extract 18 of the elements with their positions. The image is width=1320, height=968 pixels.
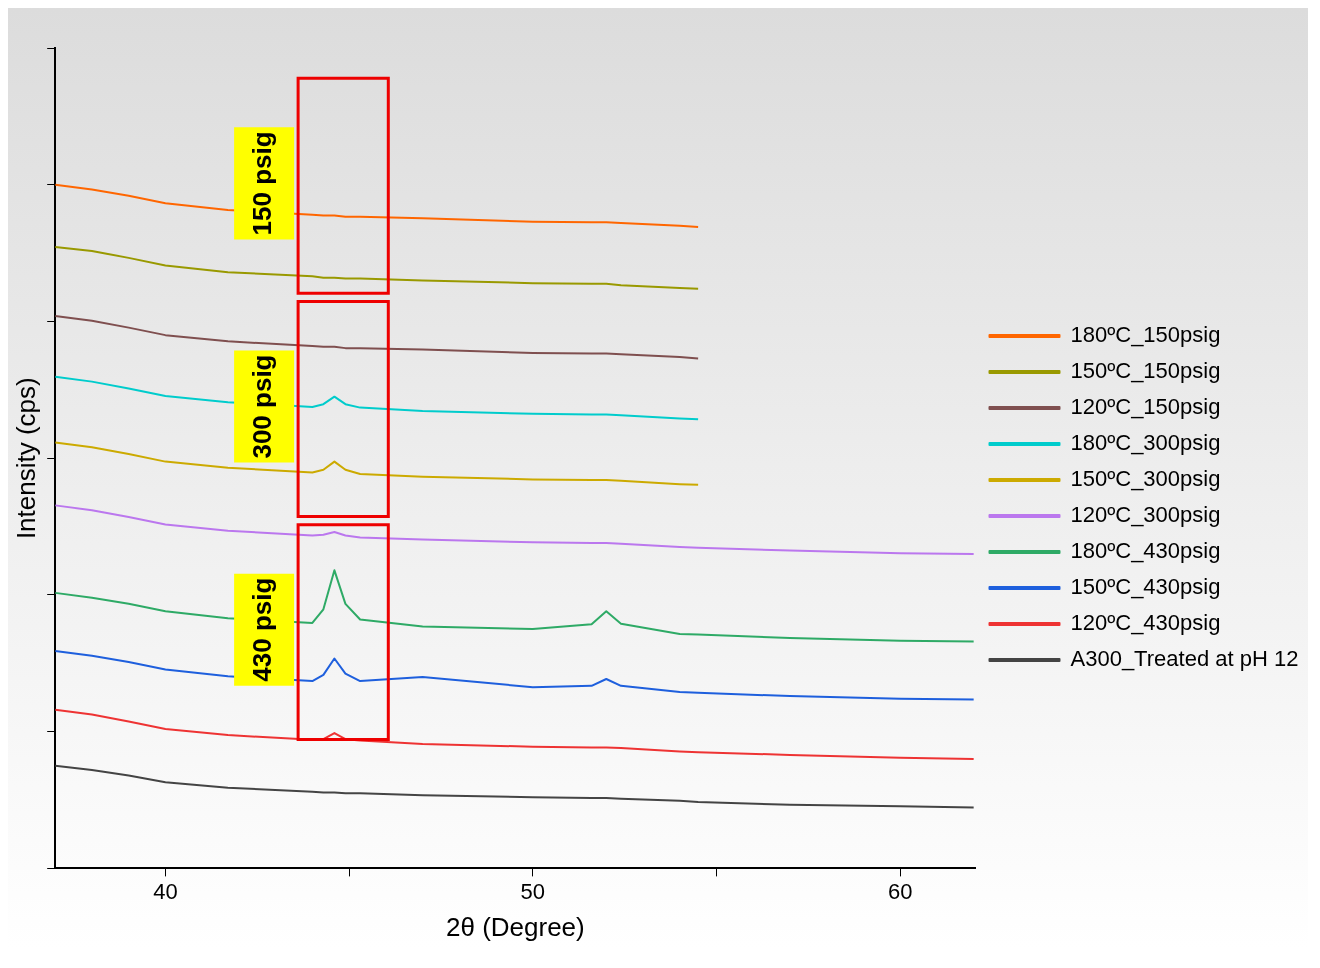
x-axis-title: 2θ (Degree) [445, 911, 585, 942]
x-tick-label: 50 [520, 878, 546, 904]
legend-label: A300_Treated at pH 12 [1070, 646, 1299, 672]
annotation: 150 psig [247, 131, 278, 236]
annotation: 300 psig [247, 354, 278, 459]
annotation: 430 psig [247, 577, 278, 682]
legend-label: 120ºC_300psig [1070, 502, 1221, 528]
x-tick-label: 60 [887, 878, 913, 904]
y-axis-title: Intensity (cps) [10, 377, 41, 540]
legend-label: 120ºC_430psig [1070, 610, 1221, 636]
x-tick-label: 40 [153, 878, 178, 904]
legend-label: 180ºC_430psig [1070, 538, 1221, 564]
legend-label: 150ºC_430psig [1070, 574, 1221, 600]
legend-label: 120ºC_150psig [1070, 394, 1221, 420]
legend-label: 180ºC_150psig [1070, 322, 1221, 348]
legend-label: 150ºC_150psig [1070, 358, 1221, 384]
legend-label: 180ºC_300psig [1070, 430, 1221, 456]
legend-label: 150ºC_300psig [1070, 466, 1221, 492]
